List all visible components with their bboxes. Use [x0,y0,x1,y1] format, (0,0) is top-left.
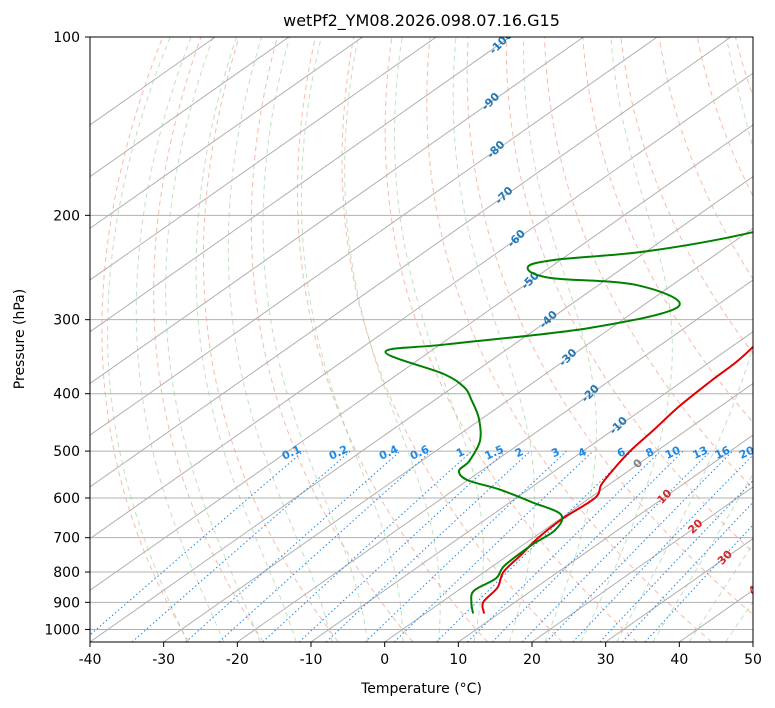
x-tick-label: 20 [523,652,541,668]
mixing-ratio-line [467,450,661,642]
moist-adiabat [452,37,536,642]
isotherm-line [163,227,753,642]
y-tick-label: 900 [53,595,80,611]
x-tick-label: 40 [670,652,688,668]
mixing-ratio-label: 16 [713,443,733,461]
mixing-ratio-line [436,450,633,642]
y-tick-label: 200 [53,208,80,224]
mixing-ratio-line [298,450,506,642]
isotherm-line [237,279,753,642]
temperature-profile-line [481,345,753,614]
isotherm-line [90,176,753,642]
dry-adiabat [341,37,563,642]
mixing-ratio-label: 13 [691,444,710,462]
isotherm-line [90,124,753,591]
chart-title: wetPf2_YM08.2026.098.07.16.G15 [283,11,560,31]
isotherm-line [90,37,290,178]
isotherm-line [531,486,753,642]
dry-adiabat [101,37,190,642]
moist-adiabat [135,37,225,642]
dry-adiabat [696,37,753,198]
dry-adiabat [582,37,753,424]
mixing-ratio-line [90,450,304,636]
y-tick-label: 300 [53,313,80,329]
isotherm-line [90,37,658,436]
profile-series [384,231,753,614]
x-axis-ticks: -40 -30 -20 -10 0 10 20 30 40 50 [79,642,762,668]
isotherm-line [458,434,753,642]
isotherm-line [90,37,584,385]
isotherm-line [310,331,753,642]
dry-adiabat [466,37,753,616]
mixing-ratio-line [521,450,711,642]
moist-adiabat [522,37,597,642]
mixing-ratio-label: 20 [737,443,757,461]
y-tick-label: 100 [53,30,80,46]
dry-adiabat [505,37,753,553]
y-tick-label: 700 [53,531,80,547]
isotherm-label: 40 [746,577,766,597]
x-tick-label: 10 [449,652,467,668]
dry-adiabat [620,37,753,354]
mixing-ratio-line [572,454,753,642]
y-tick-label: 800 [53,565,80,581]
dry-adiabat [297,37,488,642]
plot-frame [89,36,754,643]
moist-adiabat [394,37,484,642]
mixing-ratio-label: 10 [663,443,683,461]
dry-adiabat [384,37,638,642]
isotherm-line [90,72,753,540]
moist-adiabat [165,37,261,642]
isotherm-line [90,37,437,281]
dry-adiabat [426,37,713,642]
background-lines [90,37,753,642]
moist-adiabat [107,37,188,642]
y-axis-ticks: 1000 900 800 700 600 500 400 300 200 100 [44,30,90,638]
isotherm-line [90,37,732,488]
moist-adiabat [227,37,333,642]
x-tick-label: -40 [79,652,102,668]
x-tick-label: 50 [744,652,762,668]
y-tick-label: 400 [53,387,80,403]
mixing-ratio-line [545,450,734,642]
dry-adiabat [202,37,339,642]
y-tick-label: 1000 [44,622,80,638]
moist-adiabat [580,37,673,642]
isotherm-line [384,382,753,642]
moist-adiabat [652,472,753,642]
x-tick-label: -10 [300,652,323,668]
mixing-ratio-line [262,450,473,642]
isotherm-line [90,37,511,333]
y-tick-label: 500 [53,444,80,460]
y-axis-label: Pressure (hPa) [12,289,28,389]
mixing-ratio-line [325,450,531,642]
isotherm-line [605,537,753,642]
y-tick-label: 600 [53,491,80,507]
isotherm-line [90,37,363,229]
x-tick-label: 0 [380,652,389,668]
x-axis-label: Temperature (°C) [360,681,482,697]
mixing-ratio-line [393,450,594,642]
x-tick-label: 30 [597,652,615,668]
mixing-ratio-line [491,450,684,642]
mixing-ratio-line [131,450,351,642]
x-tick-label: -30 [152,652,175,668]
dewpoint-profile-line [384,231,753,614]
moist-adiabat [344,37,441,642]
dry-adiabat [153,37,264,642]
moist-adiabat [195,37,297,642]
moist-adiabat [262,37,369,642]
x-tick-label: -20 [226,652,249,668]
dry-adiabat [250,37,414,642]
